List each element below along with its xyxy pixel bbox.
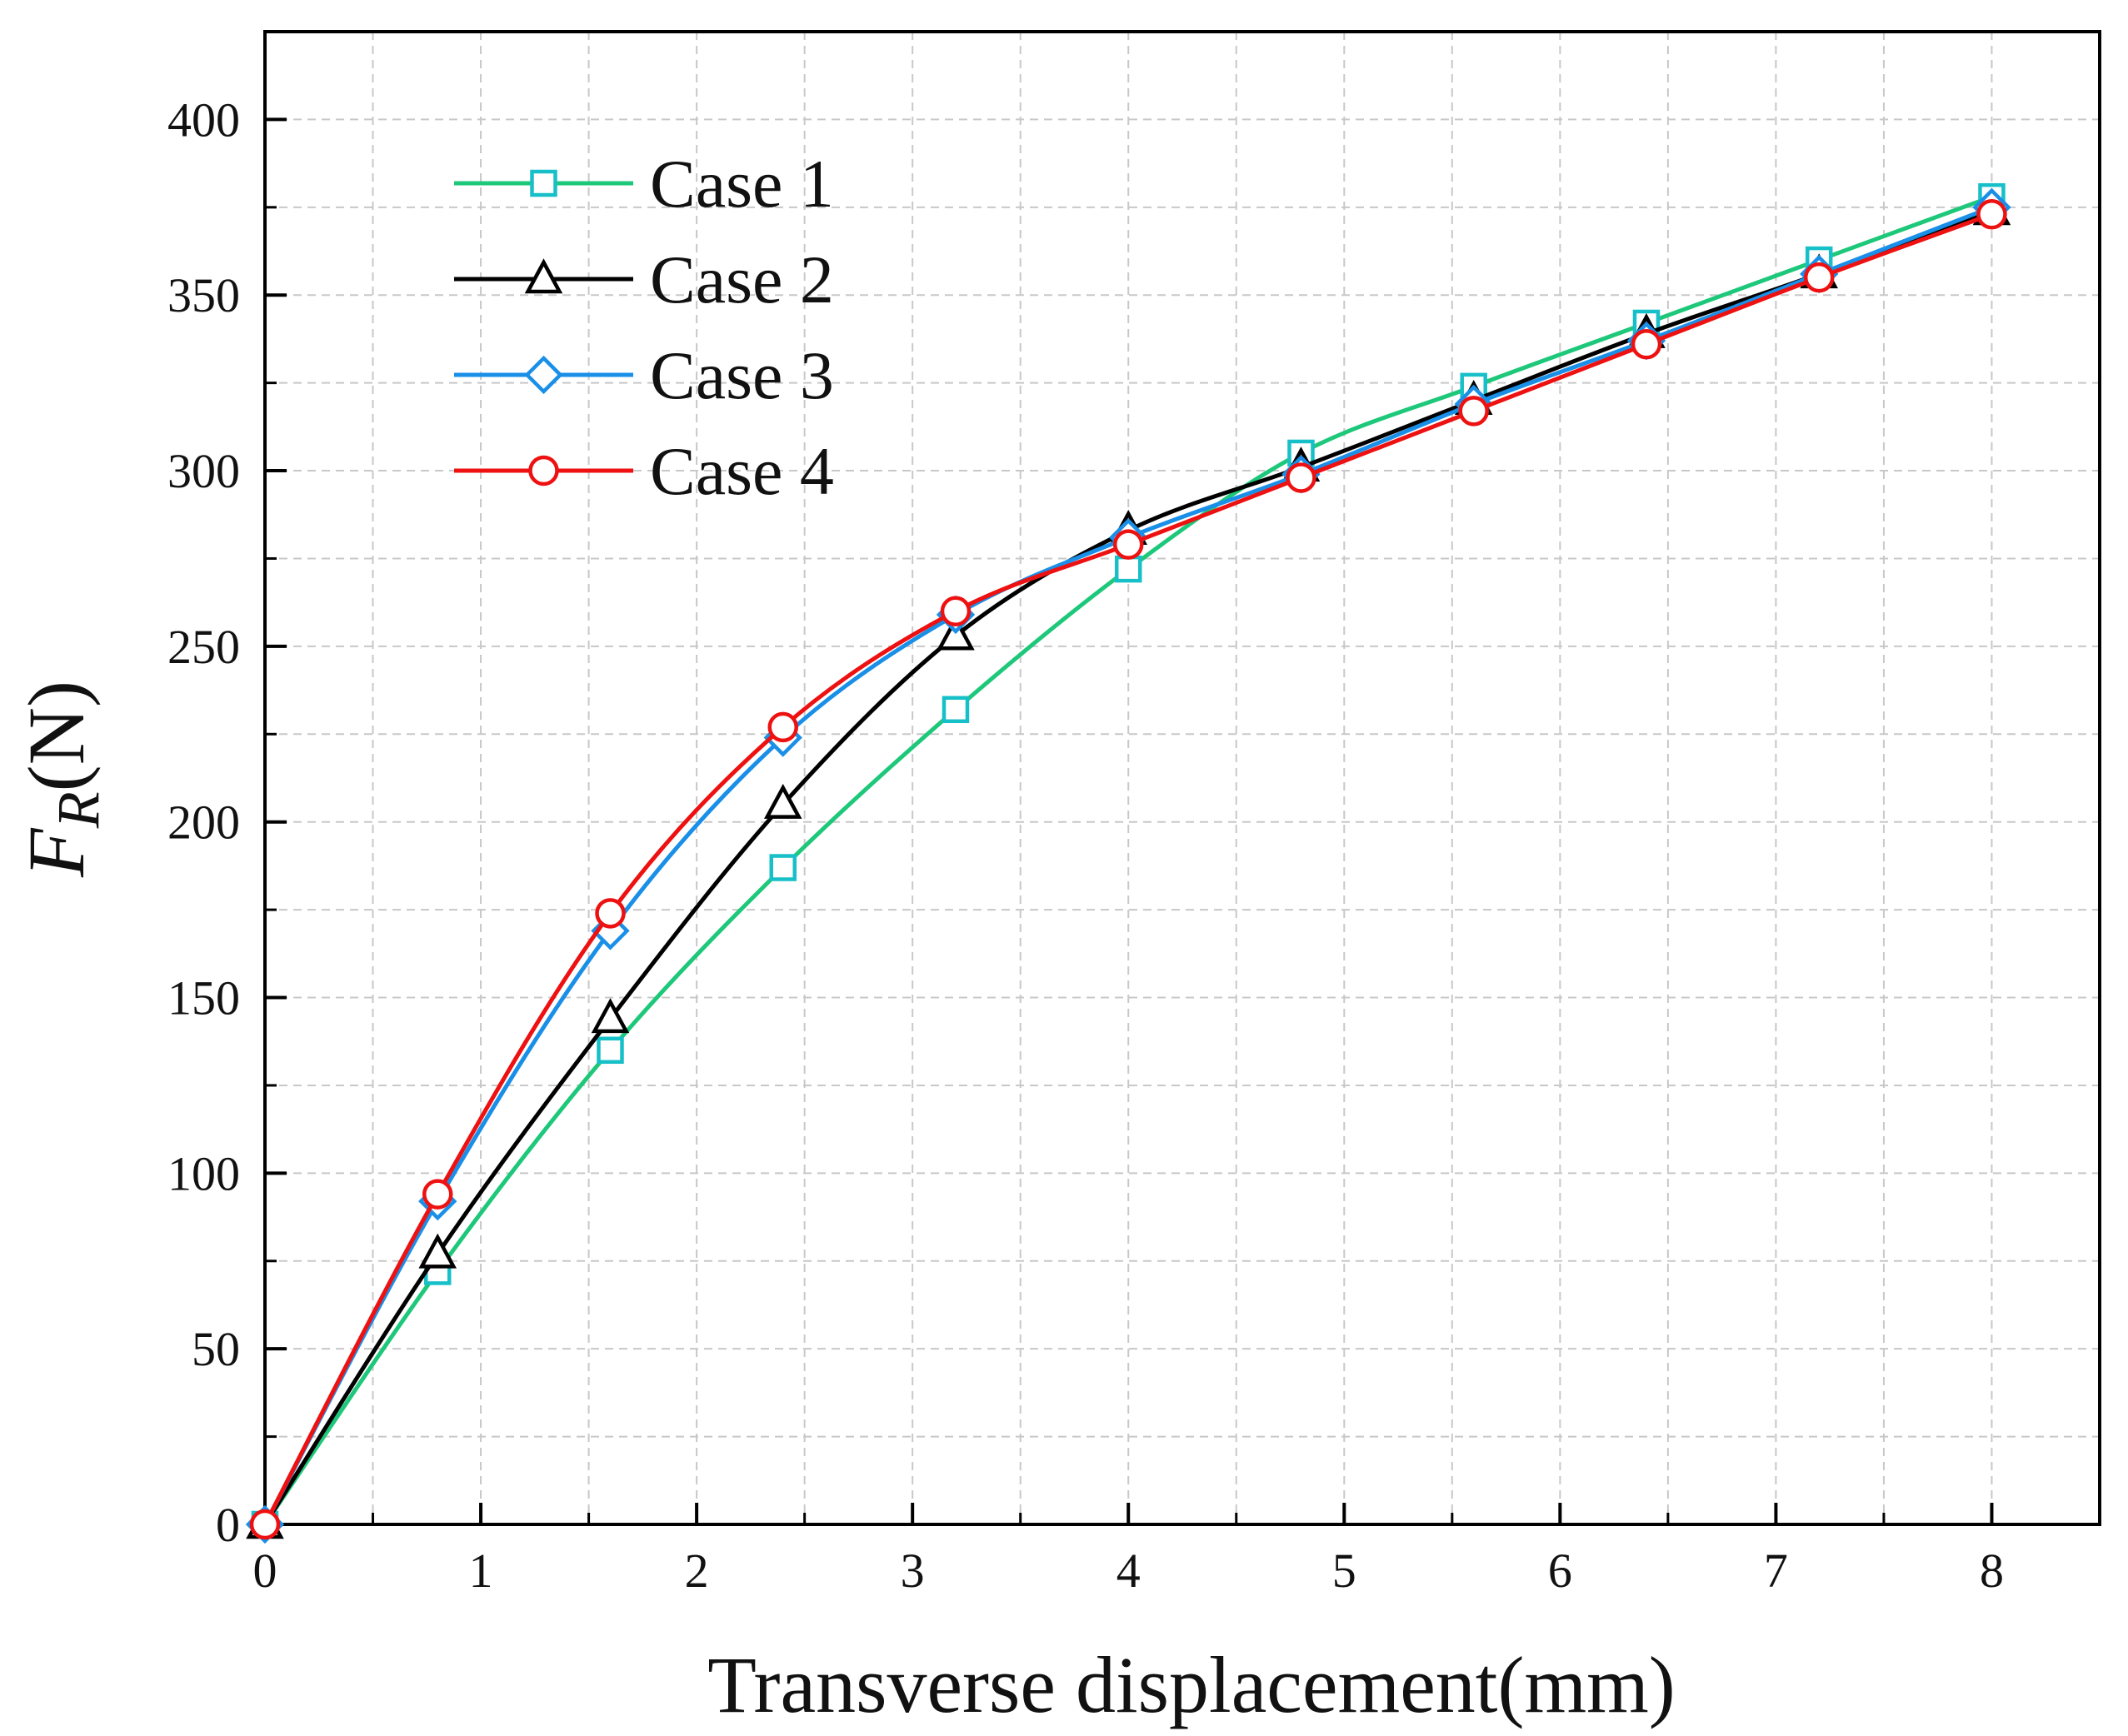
data-point <box>591 998 630 1034</box>
y-axis-title: FR(N) <box>12 681 112 878</box>
x-tick-label: 6 <box>1548 1544 1572 1598</box>
data-point <box>249 1509 281 1540</box>
y-tick-label: 50 <box>192 1322 240 1376</box>
y-tick-label: 200 <box>167 796 240 850</box>
x-axis-title: Transverse displacement(mm) <box>707 1640 1676 1729</box>
x-tick-label: 1 <box>469 1544 493 1598</box>
data-point <box>767 711 798 743</box>
y-tick-label: 100 <box>167 1146 240 1200</box>
data-point <box>597 1036 624 1065</box>
y-tick-label: 150 <box>167 971 240 1025</box>
data-point <box>1286 462 1316 493</box>
data-point <box>763 783 802 819</box>
axis-ticks: 0 1 2 3 4 5 6 7 8 0 50 100 150 200 250 300 350 400 <box>167 92 2004 1598</box>
legend: Case 1 Case 2 Case 3 Case 4 <box>454 146 834 509</box>
series-line <box>262 194 1993 1526</box>
data-point <box>418 1233 457 1269</box>
data-point <box>1976 199 2007 230</box>
legend-marker <box>528 455 559 486</box>
legend-label: Case 3 <box>650 337 834 413</box>
legend-item: Case 3 <box>454 337 834 413</box>
legend-label: Case 4 <box>650 433 834 509</box>
series-4 <box>249 199 2007 1540</box>
y-tick-label: 0 <box>216 1498 240 1552</box>
legend-marker <box>530 169 557 197</box>
data-point <box>769 854 797 881</box>
data-point <box>1631 329 1662 360</box>
data-point <box>940 596 972 626</box>
data-point <box>942 696 970 724</box>
plot-frame <box>263 30 2101 1526</box>
y-tick-label: 300 <box>167 444 240 498</box>
data-point <box>1458 396 1489 427</box>
x-tick-label: 3 <box>901 1544 925 1598</box>
legend-item: Case 2 <box>454 242 834 317</box>
x-tick-label: 0 <box>253 1544 277 1598</box>
grid <box>265 32 2100 1524</box>
x-tick-label: 8 <box>1980 1544 2004 1598</box>
data-point <box>1114 555 1142 583</box>
y-axis-title-main: F <box>12 827 101 878</box>
x-tick-label: 2 <box>685 1544 709 1598</box>
data-point <box>595 898 626 929</box>
series-group <box>245 182 2011 1544</box>
legend-marker <box>524 258 563 294</box>
data-point <box>422 1179 453 1210</box>
legend-label: Case 2 <box>650 242 834 317</box>
y-tick-label: 350 <box>167 268 240 322</box>
legend-label: Case 1 <box>650 146 834 222</box>
x-tick-label: 7 <box>1764 1544 1788 1598</box>
series-line <box>262 205 1993 1526</box>
data-point <box>1803 262 1835 293</box>
y-tick-label: 250 <box>167 620 240 674</box>
y-axis-title-unit: (N) <box>12 681 101 791</box>
y-axis-title-subscript: R <box>45 791 112 829</box>
x-tick-label: 4 <box>1116 1544 1141 1598</box>
data-point <box>1112 529 1144 560</box>
series-line <box>262 212 1993 1526</box>
x-tick-label: 5 <box>1332 1544 1356 1598</box>
legend-marker <box>524 355 563 395</box>
legend-item: Case 1 <box>454 146 834 222</box>
y-tick-label: 400 <box>167 92 240 147</box>
legend-item: Case 4 <box>454 433 834 509</box>
